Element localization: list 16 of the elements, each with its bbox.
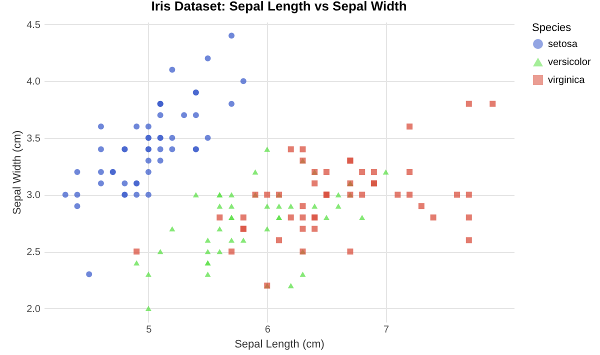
y-tick-label: 4.5 bbox=[26, 20, 41, 31]
legend-label: versicolor bbox=[548, 57, 592, 68]
legend-label: setosa bbox=[548, 39, 578, 50]
legend-label: virginica bbox=[548, 75, 586, 86]
y-tick-label: 2.5 bbox=[26, 247, 41, 258]
y-axis-title: Sepal Width (cm) bbox=[12, 130, 24, 215]
x-axis-title: Sepal Length (cm) bbox=[234, 338, 324, 350]
legend-title: Species bbox=[532, 22, 572, 34]
x-tick-label: 7 bbox=[384, 324, 390, 336]
y-tick-label: 2.0 bbox=[26, 304, 41, 315]
x-tick-label: 6 bbox=[264, 324, 271, 336]
y-tick-label: 4.0 bbox=[26, 76, 41, 88]
x-tick-label: 5 bbox=[146, 324, 152, 336]
y-tick-label: 3.5 bbox=[26, 133, 41, 144]
chart-title: Iris Dataset: Sepal Length vs Sepal Width bbox=[151, 0, 407, 14]
y-tick-label: 3.0 bbox=[26, 190, 41, 202]
